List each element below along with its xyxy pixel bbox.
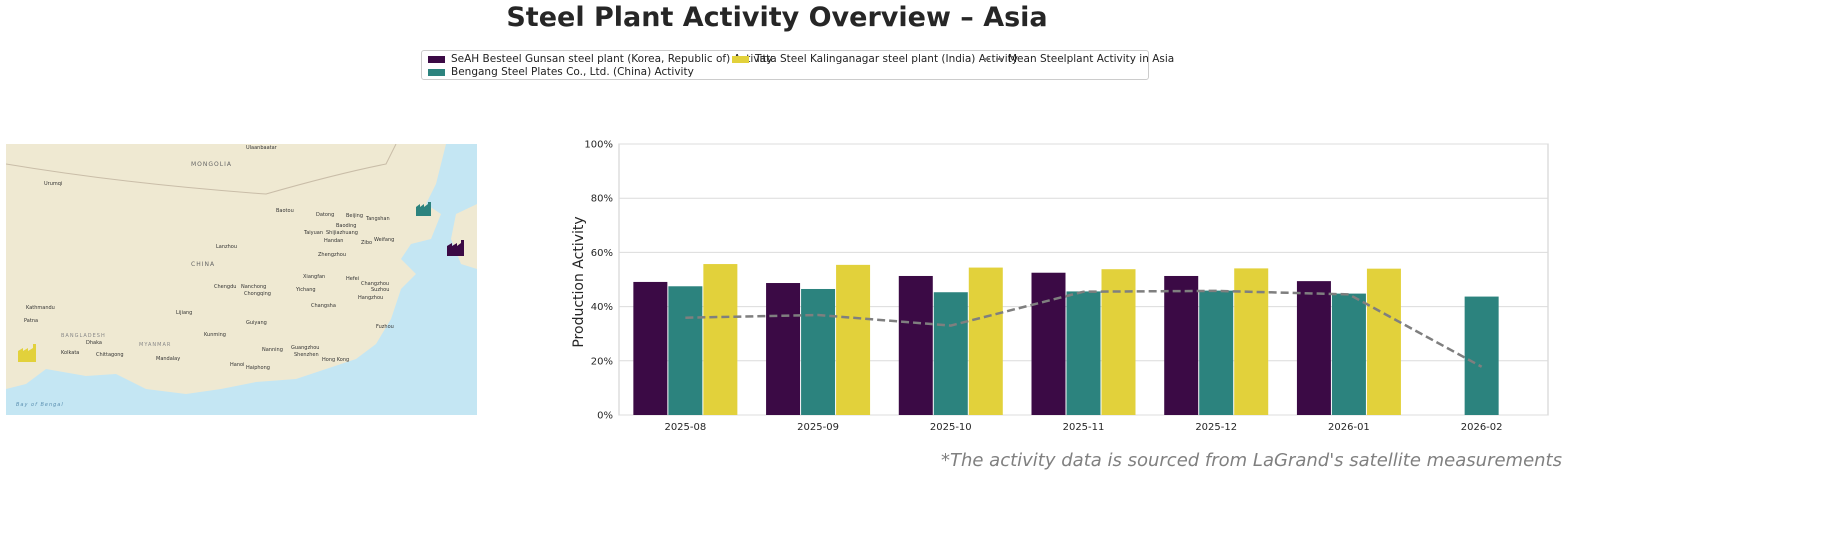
legend: SeAH Besteel Gunsan steel plant (Korea, …: [421, 50, 1174, 80]
legend-item-tata: Tata Steel Kalinganagar steel plant (Ind…: [732, 53, 1018, 65]
x-tick-label: 2025-10: [930, 422, 972, 433]
map-label: Urumqi: [44, 181, 62, 187]
map-border: [6, 144, 397, 195]
map-sea: [6, 144, 477, 415]
map-label: Weifang: [374, 237, 394, 243]
footnote: *The activity data is sourced from LaGra…: [940, 450, 1562, 471]
legend-dash: [984, 58, 1002, 60]
x-tick-label: 2025-08: [664, 422, 706, 433]
factory-icon[interactable]: [447, 240, 464, 256]
map-label: Tangshan: [365, 216, 390, 222]
map-label: Baotou: [276, 208, 294, 214]
map-label: Hanoi: [230, 362, 244, 368]
map-label: BANGLADESH: [61, 333, 106, 339]
map-label: Kolkata: [61, 350, 79, 356]
map-label: Changsha: [311, 303, 336, 309]
map-label: Nanning: [262, 347, 283, 353]
bar-2025-10-2: [968, 267, 1003, 415]
y-tick-label: 60%: [591, 248, 613, 259]
map-label: Zibo: [361, 240, 372, 246]
x-tick-label: 2025-11: [1063, 422, 1105, 433]
map-label: Xiangfan: [303, 274, 325, 280]
legend-label: Tata Steel Kalinganagar steel plant (Ind…: [755, 53, 1018, 65]
map-label: Baoding: [336, 223, 356, 229]
map-label: Shenzhen: [294, 352, 319, 358]
map-label: Datong: [316, 212, 334, 218]
map-label: Kathmandu: [26, 305, 55, 311]
map-label: Handan: [324, 238, 343, 244]
map-label: Taiyuan: [303, 230, 323, 236]
map-label: MONGOLIA: [191, 161, 232, 168]
factory-icon[interactable]: [416, 202, 431, 216]
map[interactable]: MONGOLIA CHINA Ulaanbaatar Urumqi Baotou…: [6, 144, 477, 415]
y-tick-label: 80%: [591, 194, 613, 205]
bar-2026-01-2: [1366, 268, 1401, 415]
map-label: Lijiang: [176, 310, 192, 316]
map-label: Guangzhou: [291, 345, 319, 351]
map-label: Chengdu: [214, 284, 236, 290]
legend-label: Mean Steelplant Activity in Asia: [1008, 53, 1175, 65]
map-label: CHINA: [191, 261, 215, 268]
bar-2025-11-0: [1031, 272, 1066, 415]
bar-2025-09-2: [836, 264, 871, 415]
bar-2025-08-2: [703, 264, 738, 415]
map-label: MYANMAR: [139, 342, 171, 348]
map-label: Mandalay: [156, 356, 180, 362]
bar-2025-10-0: [898, 275, 933, 415]
map-label: Haiphong: [246, 365, 270, 371]
y-tick-label: 0%: [597, 411, 613, 422]
map-label: Hefei: [346, 276, 359, 282]
map-label: Dhaka: [86, 340, 102, 346]
map-label: Shijiazhuang: [326, 230, 358, 236]
map-label: Suzhou: [371, 287, 389, 293]
map-label: Patna: [24, 318, 38, 324]
bar-2026-01-1: [1331, 293, 1366, 415]
y-tick-label: 20%: [591, 356, 613, 367]
map-label: Yichang: [295, 287, 316, 293]
map-label: Beijing: [346, 213, 363, 219]
y-axis-label: Production Activity: [571, 216, 587, 347]
bar-chart: 0% 20% 40% 60% 80% 100% 2025-08 2025-09 2025-10…: [571, 140, 1549, 433]
map-label: Chittagong: [96, 352, 124, 358]
factory-icon[interactable]: [18, 344, 36, 362]
x-tick-label: 2026-02: [1461, 422, 1503, 433]
bar-2025-12-1: [1199, 290, 1234, 415]
bar-2025-12-0: [1164, 275, 1199, 415]
map-label: Chongqing: [244, 291, 271, 297]
map-label: Kunming: [204, 332, 226, 338]
bar-2026-01-0: [1296, 281, 1331, 415]
map-label: Hangzhou: [358, 295, 383, 301]
map-label: Fuzhou: [376, 324, 394, 330]
page-title: Steel Plant Activity Overview – Asia: [506, 2, 1048, 33]
map-label: Lanzhou: [216, 244, 237, 250]
y-tick-label: 100%: [584, 140, 613, 151]
legend-swatch: [428, 68, 445, 76]
map-label: Nanchong: [241, 284, 266, 290]
legend-label: SeAH Besteel Gunsan steel plant (Korea, …: [451, 53, 773, 65]
x-tick-label: 2026-01: [1328, 422, 1370, 433]
y-tick-label: 40%: [591, 302, 613, 313]
x-tick-label: 2025-12: [1195, 422, 1237, 433]
map-label: Guiyang: [246, 320, 267, 326]
legend-item-mean: Mean Steelplant Activity in Asia: [984, 53, 1174, 65]
bar-2025-09-1: [801, 288, 836, 415]
map-label: Hong Kong: [322, 357, 349, 363]
bar-2025-10-1: [933, 292, 968, 415]
bar-2025-11-2: [1101, 269, 1136, 415]
bar-2025-08-0: [633, 281, 668, 415]
map-label: Zhengzhou: [318, 252, 346, 258]
legend-label: Bengang Steel Plates Co., Ltd. (China) A…: [451, 66, 694, 78]
legend-item-seah: SeAH Besteel Gunsan steel plant (Korea, …: [428, 53, 773, 65]
legend-item-bengang: Bengang Steel Plates Co., Ltd. (China) A…: [428, 66, 694, 78]
map-label: Ulaanbaatar: [246, 145, 278, 151]
bar-2025-11-1: [1066, 291, 1101, 415]
x-tick-label: 2025-09: [797, 422, 839, 433]
map-label: Bay of Bengal: [16, 402, 64, 408]
bar-2025-08-1: [668, 286, 703, 415]
map-label: Changzhou: [361, 281, 389, 287]
legend-swatch: [428, 55, 445, 63]
legend-swatch: [732, 55, 749, 63]
bar-2025-09-0: [766, 283, 801, 415]
bar-2026-02-1: [1464, 296, 1499, 415]
